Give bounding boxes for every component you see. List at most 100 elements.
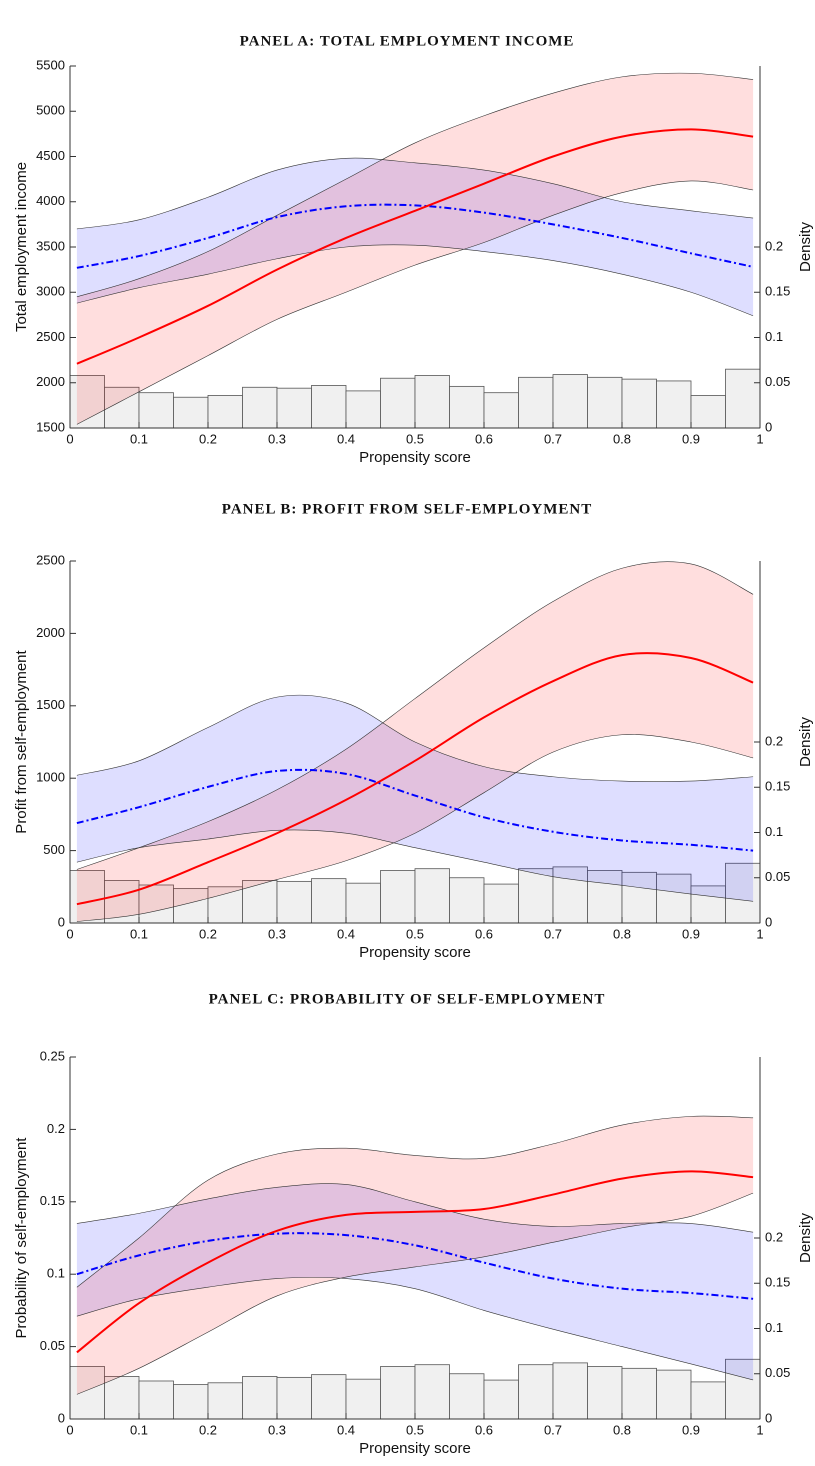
y-tick-label: 0.15 [40,1193,65,1208]
histogram-bar [449,877,485,924]
x-tick-label: 0.8 [613,926,631,941]
y-tick-label: 1500 [36,419,65,434]
histogram-bar [725,862,761,924]
x-tick-label: 0.9 [682,1422,700,1437]
y2-tick-label: 0.05 [765,374,790,389]
y-tick-label: 2500 [36,329,65,344]
histogram-bar [483,1379,519,1420]
mean-line [76,652,754,906]
histogram-bar [518,376,554,429]
y-tick-label: 0.05 [40,1338,65,1353]
y-tick-label: 500 [43,842,65,857]
y-tick-label: 2000 [36,374,65,389]
band-edge [76,72,754,298]
y-tick-label: 5500 [36,57,65,72]
x-tick-label: 0.2 [199,1422,217,1437]
x-tick-label: 0.5 [406,926,424,941]
histogram-bar [483,883,519,924]
histogram-bar [690,885,726,924]
x-tick-label: 0.8 [613,1422,631,1437]
histogram-bar [173,1384,209,1420]
x-tick-label: 1 [756,431,763,446]
x-tick-label: 0.1 [130,1422,148,1437]
histogram-bar [656,380,692,429]
histogram-bar [656,1369,692,1420]
y-tick-label: 2000 [36,625,65,640]
histogram-bar [311,1374,347,1420]
histogram-bar [552,1362,588,1420]
histogram-bar [380,870,416,924]
y-tick-label: 0 [58,1410,65,1425]
confidence-band [76,158,754,316]
mean-line [76,128,754,365]
band-edge [76,1183,754,1233]
histogram-bar [725,1358,761,1420]
x-tick-label: 0.9 [682,926,700,941]
histogram-bar [345,882,381,924]
histogram-bar [380,377,416,429]
y2-tick-label: 0.1 [765,824,783,839]
histogram-bar [414,1364,450,1420]
histogram-bar [276,1376,312,1420]
band-edge [76,157,754,230]
histogram-bar [587,870,623,924]
histogram-bar [621,1367,657,1420]
x-tick-label: 0.8 [613,431,631,446]
x-tick-label: 0.4 [337,431,355,446]
x-tick-label: 0.9 [682,431,700,446]
histogram-bar [276,880,312,924]
y-tick-label: 3000 [36,284,65,299]
x-tick-label: 0.4 [337,1422,355,1437]
x-tick-label: 0 [66,431,73,446]
confidence-band [76,1116,754,1395]
x-tick-label: 0.6 [475,431,493,446]
y2-tick-label: 0 [765,1410,772,1425]
band-edge [76,561,754,870]
x-axis-label: Propensity score [359,449,471,466]
histogram-bar [207,1382,243,1420]
histogram-bar [311,385,347,429]
x-tick-label: 0.5 [406,431,424,446]
y2-tick-label: 0.15 [765,1275,790,1290]
y2-axis-label: Density [797,1212,814,1263]
confidence-band [76,695,754,902]
x-axis-label: Propensity score [359,1440,471,1457]
y2-tick-label: 0.2 [765,238,783,253]
band-edge [76,244,754,317]
band-edge [76,180,754,425]
y-tick-label: 0.1 [47,1266,65,1281]
x-tick-label: 0.1 [130,926,148,941]
x-tick-label: 1 [756,926,763,941]
y-tick-label: 0 [58,914,65,929]
x-tick-label: 0 [66,1422,73,1437]
x-tick-label: 0.6 [475,926,493,941]
y-tick-label: 3500 [36,238,65,253]
band-edge [76,1192,754,1395]
x-tick-label: 0.1 [130,431,148,446]
histogram-bar [656,873,692,924]
y2-tick-label: 0.05 [765,1365,790,1380]
histogram-bar [242,1376,278,1420]
y-tick-label: 4000 [36,193,65,208]
y2-tick-label: 0.2 [765,1229,783,1244]
x-tick-label: 0.7 [544,1422,562,1437]
y2-tick-label: 0.15 [765,779,790,794]
histogram-bar [242,386,278,429]
x-tick-label: 0.7 [544,431,562,446]
histogram-bar [725,368,761,429]
histogram-bar [104,880,140,924]
histogram-bar [449,1373,485,1420]
histogram-bar [414,375,450,429]
histogram-bar [449,385,485,429]
confidence-band [76,561,754,922]
histogram-bar [552,866,588,924]
x-tick-label: 0.3 [268,431,286,446]
x-tick-label: 0.3 [268,1422,286,1437]
panel-title: PANEL B: PROFIT FROM SELF-EMPLOYMENT [222,501,592,517]
band-edge [76,1115,754,1288]
histogram-bar [138,392,174,429]
x-axis-label: Propensity score [359,944,471,961]
x-tick-label: 0 [66,926,73,941]
histogram-bar [621,871,657,924]
